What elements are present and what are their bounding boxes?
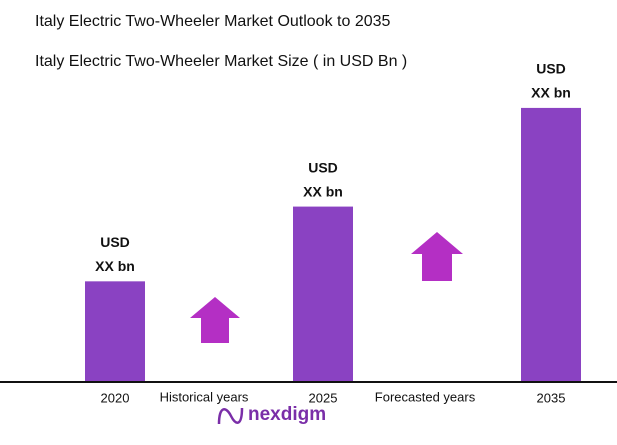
x-tick-label: 2035 [537, 390, 566, 405]
value-label: USD [536, 61, 566, 77]
growth-arrow [411, 232, 463, 281]
value-label: XX bn [531, 85, 571, 101]
growth-arrow [190, 297, 240, 343]
value-label: USD [308, 159, 338, 175]
chart-title: Italy Electric Two-Wheeler Market Outloo… [35, 13, 391, 30]
annotation: Forecasted years [375, 389, 476, 404]
x-tick-label: 2020 [101, 390, 130, 405]
bar [293, 206, 353, 381]
annotation: Historical years [160, 389, 249, 404]
value-label: XX bn [95, 258, 135, 274]
logo-icon [217, 407, 244, 425]
bar [85, 281, 145, 381]
logo: nexdigm [248, 404, 326, 425]
value-label: XX bn [303, 183, 343, 199]
bar [521, 107, 581, 381]
x-tick-label: 2025 [309, 390, 338, 405]
value-label: USD [100, 234, 130, 250]
chart-subtitle: Italy Electric Two-Wheeler Market Size (… [35, 53, 407, 70]
